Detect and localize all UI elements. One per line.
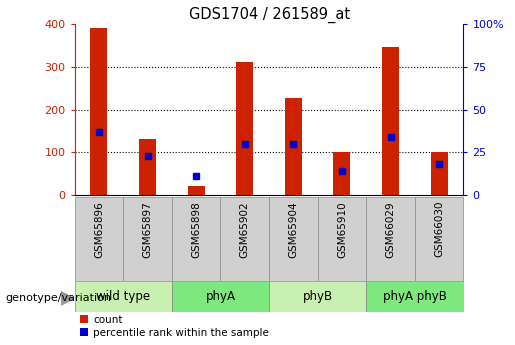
Bar	[220, 197, 269, 281]
Text: GSM65898: GSM65898	[191, 201, 201, 258]
Text: genotype/variation: genotype/variation	[5, 294, 111, 303]
Polygon shape	[61, 292, 74, 305]
Bar	[123, 197, 172, 281]
Text: GSM65910: GSM65910	[337, 201, 347, 257]
Text: GSM65902: GSM65902	[240, 201, 250, 257]
Bar	[236, 62, 253, 195]
Text: wild type: wild type	[96, 290, 150, 303]
Bar	[285, 98, 302, 195]
Bar	[382, 47, 399, 195]
Bar	[318, 197, 366, 281]
Bar	[75, 281, 172, 312]
Bar	[431, 152, 448, 195]
Text: GSM66029: GSM66029	[386, 201, 396, 257]
Bar	[172, 281, 269, 312]
Text: GSM65904: GSM65904	[288, 201, 298, 257]
Text: GSM66030: GSM66030	[434, 201, 444, 257]
Bar	[415, 197, 464, 281]
Text: GSM65897: GSM65897	[143, 201, 152, 258]
Bar	[172, 197, 220, 281]
Bar	[366, 281, 464, 312]
Bar	[139, 139, 156, 195]
Title: GDS1704 / 261589_at: GDS1704 / 261589_at	[188, 7, 350, 23]
Bar	[269, 197, 318, 281]
Bar	[75, 197, 123, 281]
Text: phyA: phyA	[205, 290, 235, 303]
Text: GSM65896: GSM65896	[94, 201, 104, 258]
Bar	[334, 152, 351, 195]
Bar	[187, 186, 204, 195]
Bar	[91, 28, 108, 195]
Bar	[366, 197, 415, 281]
Text: phyB: phyB	[303, 290, 333, 303]
Bar	[269, 281, 366, 312]
Legend: count, percentile rank within the sample: count, percentile rank within the sample	[80, 315, 269, 338]
Text: phyA phyB: phyA phyB	[383, 290, 447, 303]
